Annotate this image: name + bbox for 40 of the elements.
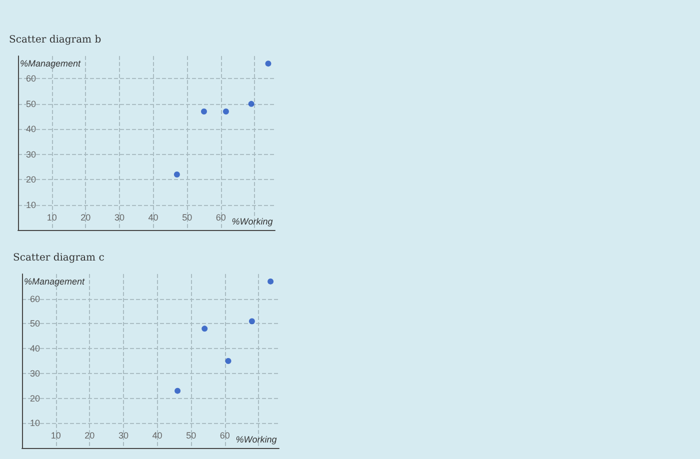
y-tick-label: 30: [30, 368, 40, 378]
x-tick-label: 30: [118, 430, 128, 440]
point: [174, 172, 180, 178]
x-tick-label: 40: [148, 212, 158, 222]
x-tick-label: 40: [152, 430, 162, 440]
point: [248, 318, 255, 324]
point: [248, 100, 254, 107]
x-tick-label: 20: [84, 430, 95, 440]
x-tick-label: 20: [80, 212, 91, 222]
x-tick-label: 10: [50, 430, 61, 440]
x-tick-label: 30: [114, 212, 124, 222]
y-tick-label: 20: [26, 174, 36, 185]
x-tick-label: 50: [186, 430, 196, 440]
point: [268, 278, 274, 284]
y-tick-label: 40: [30, 344, 40, 354]
x-axis-title: %Working: [232, 216, 273, 226]
y-tick-label: 60: [30, 294, 40, 304]
y-tick-label: 40: [26, 124, 36, 134]
y-tick-label: 10: [30, 418, 40, 428]
point: [225, 358, 232, 364]
x-tick-label: 10: [46, 212, 57, 222]
point: [202, 326, 208, 332]
y-tick-label: 50: [30, 318, 40, 329]
x-axis-title: %Working: [236, 434, 277, 444]
y-axis-title: %Management: [24, 276, 86, 286]
point: [174, 388, 181, 394]
y-tick-label: 20: [30, 393, 40, 404]
chart-title: Scatter diagram b: [9, 34, 102, 46]
x-tick-label: 60: [216, 212, 226, 222]
point: [222, 108, 229, 114]
y-tick-label: 50: [26, 98, 36, 109]
x-tick-label: 50: [182, 212, 192, 222]
x-tick-label: 60: [220, 430, 230, 440]
y-tick-label: 30: [26, 149, 36, 160]
y-axis-title: %Management: [20, 58, 82, 68]
y-tick-label: 10: [26, 200, 36, 210]
point: [265, 60, 272, 67]
y-tick-label: 60: [26, 74, 36, 84]
point: [200, 108, 207, 114]
chart-title: Scatter diagram c: [13, 252, 105, 264]
